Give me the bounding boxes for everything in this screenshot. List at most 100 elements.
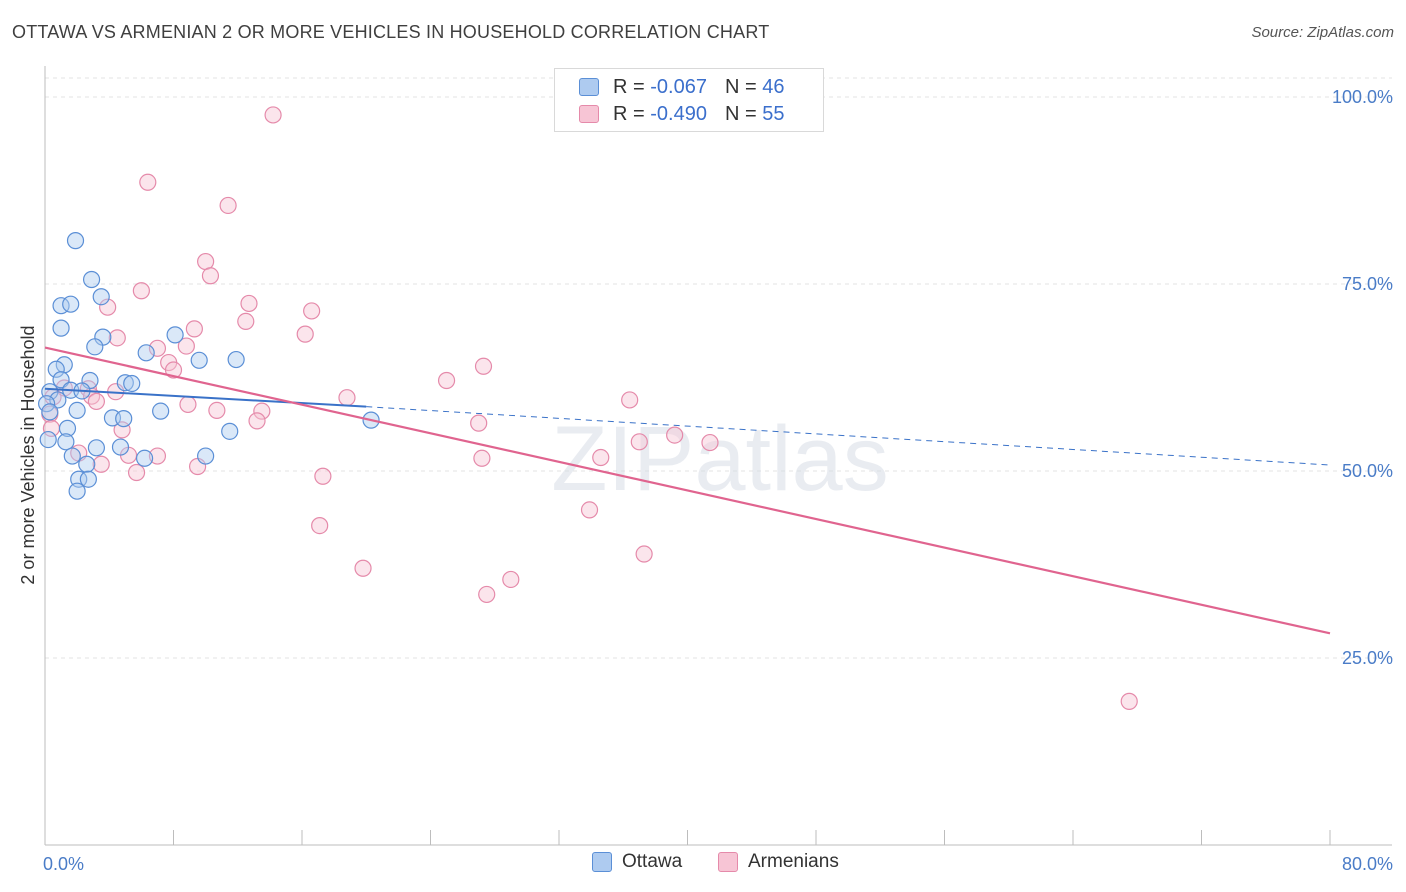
ottawa-point [135, 449, 154, 467]
armenians-point [219, 196, 237, 215]
ottawa-point [47, 360, 65, 378]
legend-n-label: N = [724, 102, 757, 125]
ottawa-point [57, 433, 75, 451]
armenians-point [185, 320, 203, 338]
ottawa-point [166, 326, 184, 344]
ottawa-point [58, 419, 77, 437]
ottawa-point [68, 482, 86, 500]
armenians-point [139, 173, 157, 191]
armenians-point [580, 501, 599, 519]
bottom-legend-label: Ottawa [622, 851, 683, 872]
ottawa-point [111, 438, 130, 456]
y-axis-label: 2 or more Vehicles in Household [18, 325, 38, 584]
ottawa-point [123, 374, 141, 393]
legend-n-value: 55 [762, 102, 785, 125]
source-label: Source: ZipAtlas.com [1251, 24, 1394, 41]
armenians-point [208, 401, 226, 420]
x-tick-label: 0.0% [43, 854, 84, 874]
watermark: ZIPatlas [551, 408, 888, 510]
ottawa-point [221, 422, 239, 440]
y-tick-label: 25.0% [1342, 648, 1393, 668]
legend-n-value: 46 [762, 75, 785, 98]
series-armenians [41, 106, 1138, 710]
bottom-legend-ottawa: Ottawa [592, 851, 682, 873]
bottom-legend-armenians: Armenians [718, 851, 839, 873]
armenians-point [99, 298, 117, 316]
legend: R = -0.067 N = 46 R = -0.490 N = 55 [554, 68, 824, 132]
legend-r-value: -0.490 [650, 102, 707, 125]
ottawa-point [82, 270, 101, 289]
armenians-point [621, 391, 639, 409]
armenians-point [296, 325, 314, 343]
ottawa-point [190, 351, 208, 369]
ottawa-trend-extension [366, 406, 1331, 466]
armenians-point [87, 392, 106, 411]
ottawa-point [115, 410, 133, 428]
legend-row-ottawa: R = -0.067 N = 46 [579, 75, 784, 99]
legend-n-label: N = [724, 75, 757, 98]
armenians-point [179, 395, 197, 414]
ottawa-swatch [592, 852, 612, 872]
armenians-point [478, 585, 496, 604]
armenians-point [437, 371, 456, 390]
bottom-legend: Ottawa Armenians [0, 851, 1406, 877]
chart-title: OTTAWA VS ARMENIAN 2 OR MORE VEHICLES IN… [12, 22, 770, 42]
armenians-swatch [718, 852, 738, 872]
armenians-point [132, 282, 150, 300]
ottawa-swatch [579, 78, 599, 96]
trend-lines [44, 346, 1331, 635]
ottawa-point [92, 288, 110, 306]
ottawa-point [39, 430, 57, 449]
armenians-point [473, 449, 491, 467]
armenians-point [197, 252, 215, 271]
tick-labels: 25.0% 50.0% 75.0% 100.0% 0.0% 80.0% [43, 87, 1393, 874]
armenians-point [338, 389, 356, 407]
axes [44, 66, 1392, 846]
armenians-point [240, 294, 258, 313]
armenians-point [303, 302, 321, 320]
armenians-point [592, 448, 610, 467]
armenians-point [92, 455, 110, 473]
ottawa-point [66, 232, 85, 250]
ottawa-point [41, 403, 59, 421]
armenians-point [630, 433, 648, 451]
armenians-point [237, 312, 255, 330]
armenians-swatch [579, 105, 599, 123]
ottawa-point [49, 391, 67, 409]
ottawa-point [197, 447, 215, 465]
ottawa-point [62, 295, 80, 313]
ottawa-point [63, 447, 81, 465]
ottawa-point [52, 319, 70, 337]
ottawa-point [116, 374, 134, 392]
ottawa-point [87, 439, 106, 457]
armenians-point [470, 414, 488, 432]
y-tick-label: 100.0% [1332, 87, 1393, 107]
ottawa-point [152, 402, 170, 420]
legend-r-value: -0.067 [650, 75, 707, 98]
ottawa-point [78, 455, 96, 473]
y-tick-label: 50.0% [1342, 461, 1393, 481]
ottawa-point [86, 338, 104, 356]
armenians-point [264, 106, 282, 124]
armenians-point [164, 361, 183, 379]
ottawa-point [227, 350, 245, 369]
armenians-point [701, 433, 719, 452]
armenians-point [253, 402, 271, 420]
armenians-trend-line [44, 346, 1331, 635]
ottawa-point [137, 344, 155, 362]
ottawa-point [79, 470, 97, 488]
gridlines [45, 77, 1392, 659]
armenians-point [635, 545, 653, 563]
armenians-point [354, 559, 372, 577]
armenians-point [201, 267, 220, 285]
armenians-point [148, 447, 167, 465]
y-tick-label: 75.0% [1342, 274, 1393, 294]
armenians-point [248, 412, 266, 430]
x-tick-label: 80.0% [1342, 854, 1393, 874]
ottawa-point [68, 401, 86, 420]
armenians-point [108, 329, 126, 347]
armenians-point [474, 357, 493, 375]
armenians-point [314, 467, 332, 485]
series-ottawa [38, 232, 380, 500]
